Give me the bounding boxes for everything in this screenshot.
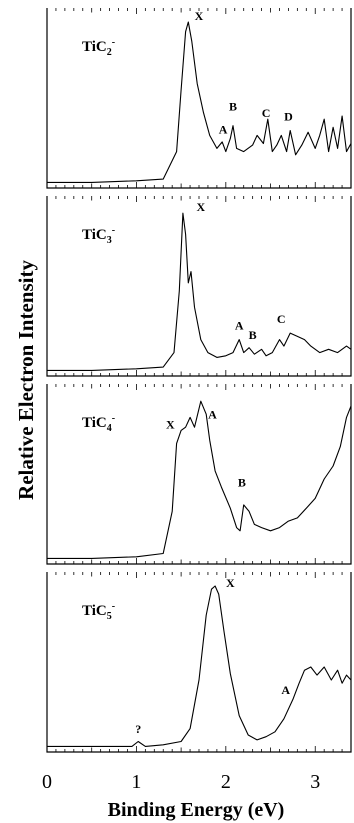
panel-3: TiC4- X A B [46,384,352,565]
panel-1: TiC2- X AB C D [46,8,352,189]
x-tick-label: 0 [42,771,52,793]
spectrum-line [47,585,352,747]
peak-label: B [249,328,257,342]
panel-4: TiC5- X A? [46,572,352,753]
peak-label: ? [135,722,141,736]
panel-frame [46,384,352,565]
peak-label: X [195,9,204,23]
panel-frame [46,196,352,377]
peak-label: X [226,576,235,590]
peak-label: D [284,109,293,123]
x-tick-labels: 0 1 2 3 [42,771,320,793]
peak-label: X [196,200,205,214]
panel-2: TiC3- X AB C [46,196,352,377]
peak-label: A [219,122,228,136]
x-axis-label: Binding Energy (eV) [108,799,285,821]
species-label: TiC3- [82,225,115,246]
spectrum-line [47,21,352,183]
peak-label: X [166,417,175,431]
peak-label: A [235,319,244,333]
species-label: TiC5- [82,601,115,622]
peak-label: A [208,408,217,422]
panel-frame [46,8,352,189]
spectrum-line [47,400,352,559]
peak-label: A [281,683,290,697]
peak-label: C [277,312,286,326]
peak-label: B [229,100,237,114]
species-label: TiC2- [82,37,115,58]
y-axis-label: Relative Electron Intensity [14,260,38,500]
panel-frame [46,572,352,753]
species-label: TiC4- [82,413,115,434]
x-tick-label: 1 [131,771,141,793]
spectrum-line [47,212,352,371]
peak-label: B [238,476,246,490]
x-tick-label: 3 [310,771,320,793]
peak-label: C [262,106,271,120]
x-tick-label: 2 [221,771,231,793]
